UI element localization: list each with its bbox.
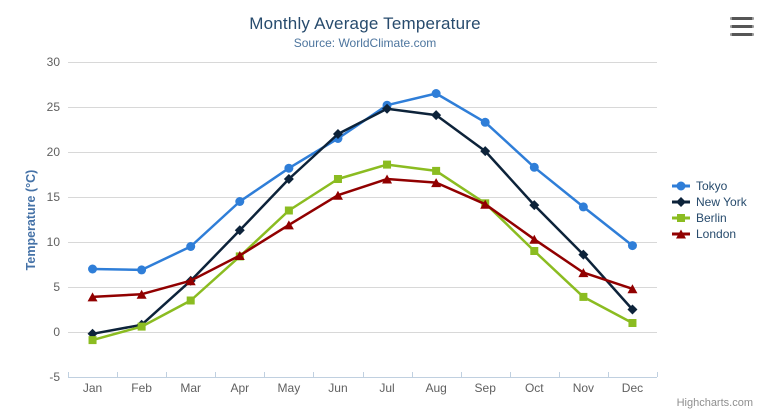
series-line-berlin[interactable]: [91, 163, 634, 342]
series-point-berlin[interactable]: [137, 322, 146, 331]
series-point-new-york[interactable]: [234, 225, 245, 236]
legend-label: New York: [696, 195, 747, 209]
series-point-berlin[interactable]: [432, 166, 441, 175]
series-point-london[interactable]: [234, 251, 245, 260]
series-point-london[interactable]: [185, 276, 196, 286]
legend-label: Tokyo: [696, 179, 728, 193]
series-point-berlin[interactable]: [530, 247, 539, 255]
series-point-london[interactable]: [136, 289, 147, 299]
y-axis-label: 25: [47, 100, 61, 114]
legend-marker-symbol: [676, 181, 686, 191]
y-axis-label: -5: [49, 370, 60, 384]
legend: Tokyo New York Berlin London: [671, 178, 747, 242]
series-point-london[interactable]: [627, 284, 638, 294]
london-legend-marker-icon: [672, 229, 690, 239]
x-axis-label: Nov: [573, 381, 594, 395]
series-point-london[interactable]: [529, 234, 540, 244]
x-axis-label: May: [278, 381, 301, 395]
series-line-new-york[interactable]: [91, 107, 634, 336]
series-point-berlin[interactable]: [284, 206, 293, 215]
series-point-london[interactable]: [283, 220, 294, 230]
legend-marker-symbol: [677, 214, 685, 222]
legend-item-london[interactable]: London: [671, 226, 747, 242]
legend-label: London: [696, 227, 737, 241]
series-point-tokyo[interactable]: [627, 241, 637, 251]
series-point-berlin[interactable]: [88, 336, 97, 345]
x-axis-label: Jun: [328, 381, 347, 395]
y-axis-label: 30: [47, 55, 61, 69]
x-axis-label: Jan: [83, 381, 102, 395]
legend-item-new-york[interactable]: New York: [671, 194, 747, 210]
series-point-tokyo[interactable]: [235, 197, 245, 206]
series-point-new-york[interactable]: [480, 146, 491, 157]
series-point-london[interactable]: [578, 268, 589, 278]
y-axis-label: 15: [47, 190, 61, 204]
series-point-berlin[interactable]: [186, 296, 195, 305]
series-point-london[interactable]: [480, 199, 491, 209]
series-point-new-york[interactable]: [627, 304, 638, 315]
x-axis-label: Apr: [230, 381, 249, 395]
series-point-london[interactable]: [382, 174, 393, 184]
x-axis-label: Sep: [475, 381, 497, 395]
x-axis-label: Jul: [379, 381, 394, 395]
series-point-tokyo[interactable]: [88, 264, 98, 274]
credits-link[interactable]: Highcharts.com: [676, 397, 753, 409]
series-point-new-york[interactable]: [578, 249, 589, 260]
series-point-new-york[interactable]: [283, 174, 294, 184]
series-point-london[interactable]: [431, 178, 442, 188]
series-point-new-york[interactable]: [431, 110, 442, 121]
series-point-london[interactable]: [332, 190, 343, 200]
series-point-tokyo[interactable]: [186, 242, 196, 251]
x-axis-label: Mar: [180, 381, 201, 395]
y-axis-label: 10: [47, 235, 61, 249]
y-axis-label: 5: [53, 280, 60, 294]
series-point-tokyo[interactable]: [284, 163, 294, 173]
series-point-new-york[interactable]: [529, 200, 540, 211]
y-axis-title: Temperature (°C): [24, 169, 38, 271]
berlin-legend-marker-icon: [672, 214, 690, 222]
legend-item-berlin[interactable]: Berlin: [671, 210, 747, 226]
series-point-tokyo[interactable]: [480, 117, 490, 127]
hamburger-icon: [730, 17, 754, 20]
export-menu-button[interactable]: [730, 17, 754, 36]
x-axis-label: Oct: [525, 381, 544, 395]
tokyo-legend-marker-icon: [672, 181, 690, 191]
series-point-tokyo[interactable]: [578, 202, 588, 212]
legend-label: Berlin: [696, 211, 727, 225]
series-point-new-york[interactable]: [332, 129, 343, 139]
chart-subtitle: Source: WorldClimate.com: [293, 36, 437, 50]
series-line-london[interactable]: [91, 177, 634, 299]
series-point-new-york[interactable]: [382, 103, 393, 114]
hamburger-icon: [730, 33, 754, 36]
hamburger-icon: [730, 25, 754, 28]
new-york-legend-marker-icon: [672, 197, 690, 207]
series-point-berlin[interactable]: [579, 292, 588, 301]
series-line-tokyo[interactable]: [91, 92, 634, 272]
y-axis-label: 20: [47, 145, 61, 159]
series-point-berlin[interactable]: [333, 175, 342, 183]
series-point-london[interactable]: [87, 292, 98, 302]
series-point-tokyo[interactable]: [529, 162, 539, 172]
series-point-tokyo[interactable]: [431, 89, 441, 98]
chart-title: Monthly Average Temperature: [249, 14, 481, 33]
legend-marker-symbol: [676, 197, 686, 207]
y-axis-label: 0: [53, 325, 60, 339]
series-point-berlin[interactable]: [383, 160, 392, 169]
x-axis-label: Aug: [425, 381, 446, 395]
x-axis-label: Feb: [131, 381, 152, 395]
legend-item-tokyo[interactable]: Tokyo: [671, 178, 747, 194]
x-axis-label: Dec: [622, 381, 643, 395]
series-point-tokyo[interactable]: [137, 265, 147, 275]
legend-marker-symbol: [676, 229, 686, 239]
series-point-berlin[interactable]: [628, 319, 637, 327]
